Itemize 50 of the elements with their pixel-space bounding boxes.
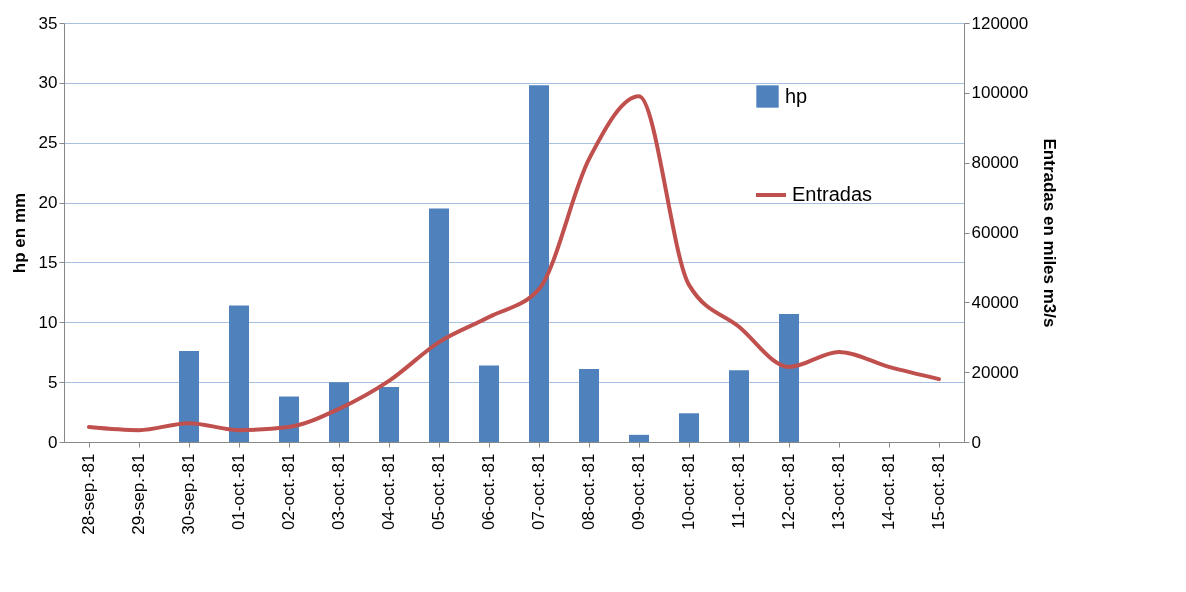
y2-tick-label: 100000 <box>971 83 1029 103</box>
y-tick-label: 25 <box>38 133 58 153</box>
y-tick-label: 30 <box>38 73 58 93</box>
bar <box>279 396 299 442</box>
y2-axis-title: Entradas en miles m3/s <box>1040 138 1060 328</box>
x-tick-label: 02-oct.-81 <box>279 453 298 531</box>
y-tick-label: 20 <box>38 193 58 213</box>
bar <box>779 313 799 442</box>
x-tick-label: 15-oct.-81 <box>929 453 948 531</box>
y-tick-label: 35 <box>38 13 58 33</box>
bar <box>379 386 399 442</box>
x-tick-label: 08-oct.-81 <box>579 453 598 531</box>
bar <box>479 365 499 442</box>
bar <box>729 370 749 442</box>
x-tick-label: 30-sep.-81 <box>179 453 198 535</box>
x-tick-label: 13-oct.-81 <box>829 453 848 531</box>
y2-tick-label: 20000 <box>971 362 1019 382</box>
legend-label: hp <box>785 84 808 107</box>
bar <box>679 413 699 442</box>
y2-tick-label: 40000 <box>971 292 1019 312</box>
bar <box>429 208 449 442</box>
x-tick-label: 12-oct.-81 <box>779 453 798 531</box>
y2-tick-label: 0 <box>971 432 981 452</box>
x-tick-label: 03-oct.-81 <box>329 453 348 531</box>
bar <box>329 382 349 442</box>
x-tick-label: 05-oct.-81 <box>429 453 448 531</box>
x-tick-label: 14-oct.-81 <box>879 453 898 531</box>
y2-tick-label: 80000 <box>971 153 1019 173</box>
bar <box>629 434 649 442</box>
y-tick-label: 0 <box>48 432 58 452</box>
x-tick-label: 29-sep.-81 <box>129 453 148 535</box>
y-tick-label: 15 <box>38 252 58 272</box>
y-axis-title: hp en mm <box>9 192 29 274</box>
y2-tick-label: 120000 <box>971 13 1029 33</box>
y-tick-label: 10 <box>38 312 58 332</box>
x-tick-label: 09-oct.-81 <box>629 453 648 531</box>
bar <box>529 85 549 442</box>
x-tick-label: 06-oct.-81 <box>479 453 498 531</box>
x-tick-label: 10-oct.-81 <box>679 453 698 531</box>
bar <box>579 368 599 442</box>
x-tick-label: 28-sep.-81 <box>79 453 98 535</box>
y2-tick-label: 60000 <box>971 223 1019 242</box>
bar <box>179 351 199 442</box>
x-tick-label: 01-oct.-81 <box>229 453 248 531</box>
bar <box>229 305 249 442</box>
y-tick-label: 5 <box>48 372 58 392</box>
x-tick-label: 07-oct.-81 <box>529 453 548 531</box>
x-tick-label: 11-oct.-81 <box>729 453 748 529</box>
legend-label: Entradas <box>792 183 873 205</box>
x-tick-label: 04-oct.-81 <box>379 453 398 531</box>
